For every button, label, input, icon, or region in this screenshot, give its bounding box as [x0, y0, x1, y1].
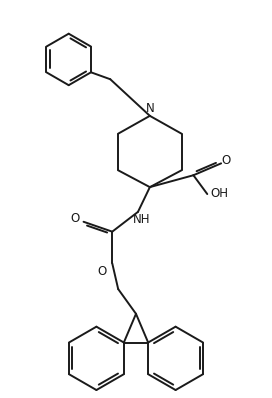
- Text: O: O: [70, 212, 79, 225]
- Text: O: O: [221, 154, 231, 167]
- Text: OH: OH: [210, 187, 228, 199]
- Text: O: O: [98, 265, 107, 278]
- Text: NH: NH: [133, 213, 151, 226]
- Text: N: N: [146, 102, 154, 115]
